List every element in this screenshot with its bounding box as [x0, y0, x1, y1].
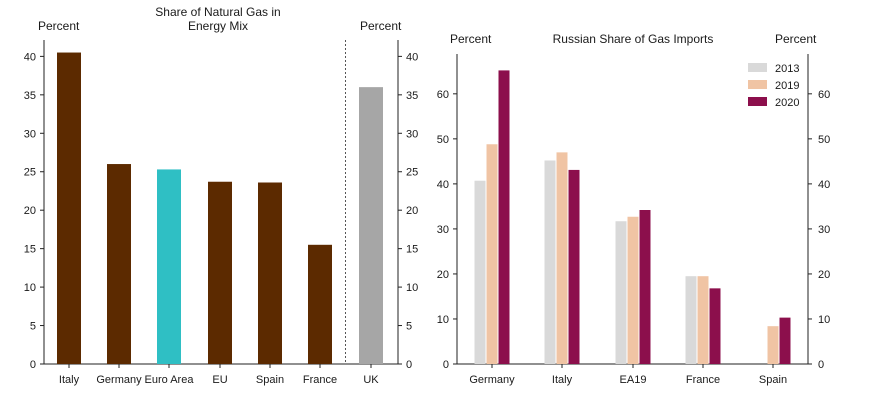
right-chart-bar-italy-2019: [556, 152, 568, 364]
right-chart-ytick-right-label: 10: [818, 314, 830, 326]
right-chart-bar-ea19-2020: [639, 209, 651, 364]
left-chart-title-line-2: Energy Mix: [188, 19, 248, 33]
right-chart-bar-germany-2013: [474, 180, 486, 364]
right-chart-bar-spain-2019: [767, 326, 779, 364]
left-chart-ytick-left-label: 10: [24, 282, 36, 294]
right-chart-legend-label-2019: 2019: [775, 80, 799, 92]
right-chart-bar-ea19-2013: [615, 221, 627, 364]
right-chart-ytick-left-label: 0: [443, 359, 449, 371]
right-chart-ylabel-left: Percent: [450, 32, 492, 46]
right-chart-xtick-label: France: [686, 374, 720, 386]
left-chart-ytick-right-label: 35: [406, 90, 418, 102]
left-chart-ytick-right-label: 20: [406, 205, 418, 217]
left-chart-ytick-left-label: 20: [24, 205, 36, 217]
left-chart-bar-spain: [258, 182, 282, 364]
right-chart-legend-swatch-2019: [748, 80, 767, 89]
right-chart-ytick-right-label: 30: [818, 224, 830, 236]
right-chart-bar-germany-2020: [498, 70, 510, 364]
left-chart-ylabel-left: Percent: [38, 19, 80, 33]
right-chart-legend-swatch-2013: [748, 63, 767, 72]
left-chart-ytick-right-label: 30: [406, 128, 418, 140]
left-chart-ytick-left-label: 30: [24, 128, 36, 140]
right-chart-bar-france-2013: [685, 276, 697, 364]
right-chart-ytick-left-label: 50: [437, 134, 449, 146]
right-chart-title: Russian Share of Gas Imports: [553, 32, 714, 46]
right-chart-ytick-left-label: 30: [437, 224, 449, 236]
left-chart-bar-france: [308, 244, 332, 364]
right-chart-bar-france-2020: [709, 288, 721, 364]
left-chart-bar-uk: [359, 87, 383, 365]
right-chart-bar-germany-2019: [486, 144, 498, 364]
right-chart-ytick-left-label: 10: [437, 314, 449, 326]
left-chart-ytick-left-label: 5: [30, 321, 36, 333]
left-chart-ytick-right-label: 15: [406, 244, 418, 256]
left-chart-ytick-left-label: 35: [24, 90, 36, 102]
left-chart-xtick-label: Spain: [256, 374, 284, 386]
right-chart-legend-swatch-2020: [748, 97, 767, 106]
left-chart-xtick-label: Germany: [96, 374, 142, 386]
left-chart-ytick-left-label: 40: [24, 51, 36, 63]
right-chart-ylabel-right: Percent: [775, 32, 817, 46]
left-chart-ytick-right-label: 25: [406, 167, 418, 179]
right-chart-ytick-right-label: 0: [818, 359, 824, 371]
right-chart-legend-label-2020: 2020: [775, 97, 799, 109]
right-chart-ytick-right-label: 20: [818, 269, 830, 281]
right-chart-bar-italy-2020: [568, 169, 580, 364]
right-chart-xtick-label: Germany: [469, 374, 515, 386]
left-chart-ylabel-right: Percent: [360, 19, 402, 33]
left-chart-xtick-label: France: [303, 374, 337, 386]
left-chart: 0 0 5 5 10 10 15 15 20 20 25 25 30 30 35 35 40 40 Italy Ger…: [24, 40, 418, 386]
right-chart-legend-label-2013: 2013: [775, 63, 799, 75]
right-chart-bar-france-2019: [697, 276, 709, 364]
right-chart-ytick-left-label: 60: [437, 89, 449, 101]
left-chart-xtick-label: UK: [363, 374, 379, 386]
right-chart-ytick-right-label: 50: [818, 134, 830, 146]
right-chart-bar-spain-2020: [779, 317, 791, 364]
left-chart-xtick-label: EU: [212, 374, 227, 386]
right-chart-bar-italy-2013: [544, 160, 556, 364]
right-chart-xtick-label: EA19: [620, 374, 647, 386]
right-chart-ytick-left-label: 40: [437, 179, 449, 191]
left-chart-xtick-label: Italy: [59, 374, 80, 386]
right-chart-xtick-label: Spain: [759, 374, 787, 386]
right-chart-xtick-label: Italy: [552, 374, 573, 386]
left-chart-xtick-label: Euro Area: [145, 374, 195, 386]
right-chart-bar-ea19-2019: [627, 216, 639, 364]
left-chart-bar-italy: [57, 52, 81, 365]
left-chart-ytick-right-label: 5: [406, 321, 412, 333]
left-chart-ytick-right-label: 40: [406, 51, 418, 63]
right-chart-ytick-right-label: 40: [818, 179, 830, 191]
left-chart-ytick-left-label: 0: [30, 359, 36, 371]
left-chart-bar-eu: [208, 181, 232, 364]
left-chart-ytick-right-label: 0: [406, 359, 412, 371]
left-chart-bar-germany: [107, 164, 131, 364]
right-chart-ytick-right-label: 60: [818, 89, 830, 101]
left-chart-ytick-right-label: 10: [406, 282, 418, 294]
right-chart-ytick-left-label: 20: [437, 269, 449, 281]
left-chart-title-line-1: Share of Natural Gas in: [155, 5, 280, 19]
left-chart-ytick-left-label: 25: [24, 167, 36, 179]
left-chart-bar-euro-area: [157, 169, 181, 364]
left-chart-ytick-left-label: 15: [24, 244, 36, 256]
